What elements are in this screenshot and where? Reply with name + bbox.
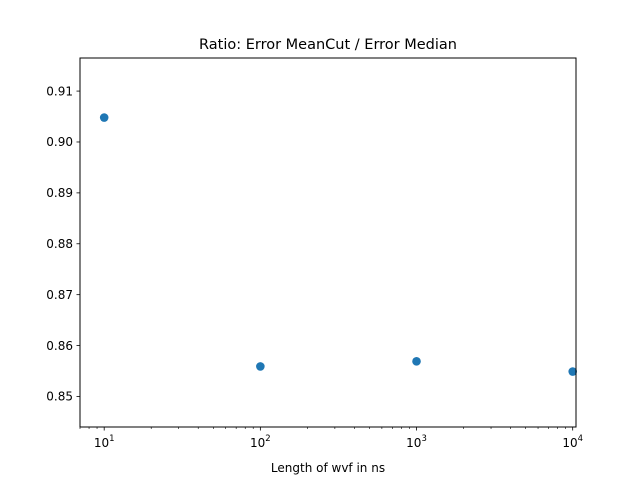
y-tick-label-4: 0.89 bbox=[46, 186, 73, 200]
y-tick-label-6: 0.91 bbox=[46, 84, 73, 98]
x-tick-label-1: 102 bbox=[250, 434, 271, 450]
data-point-3 bbox=[568, 367, 577, 376]
chart-title: Ratio: Error MeanCut / Error Median bbox=[199, 37, 457, 53]
axes-frame bbox=[79, 57, 577, 428]
x-tick-label-2: 103 bbox=[406, 434, 427, 450]
x-tick-label-3: 104 bbox=[562, 434, 583, 450]
y-tick-label-3: 0.88 bbox=[46, 237, 73, 251]
x-axis-label: Length of wvf in ns bbox=[271, 461, 385, 475]
x-tick-label-0: 101 bbox=[94, 434, 115, 450]
data-point-0 bbox=[99, 113, 109, 122]
y-tick-label-0: 0.85 bbox=[46, 390, 73, 404]
data-point-1 bbox=[256, 362, 265, 371]
y-tick-label-2: 0.87 bbox=[46, 288, 73, 302]
y-tick-label-1: 0.86 bbox=[46, 339, 73, 353]
y-tick-label-5: 0.90 bbox=[46, 135, 73, 149]
plot-area: 0.85 0.86 0.87 0.88 0.89 0.90 0.91 101 102 103 104 bbox=[46, 84, 583, 450]
data-point-2 bbox=[412, 357, 421, 366]
